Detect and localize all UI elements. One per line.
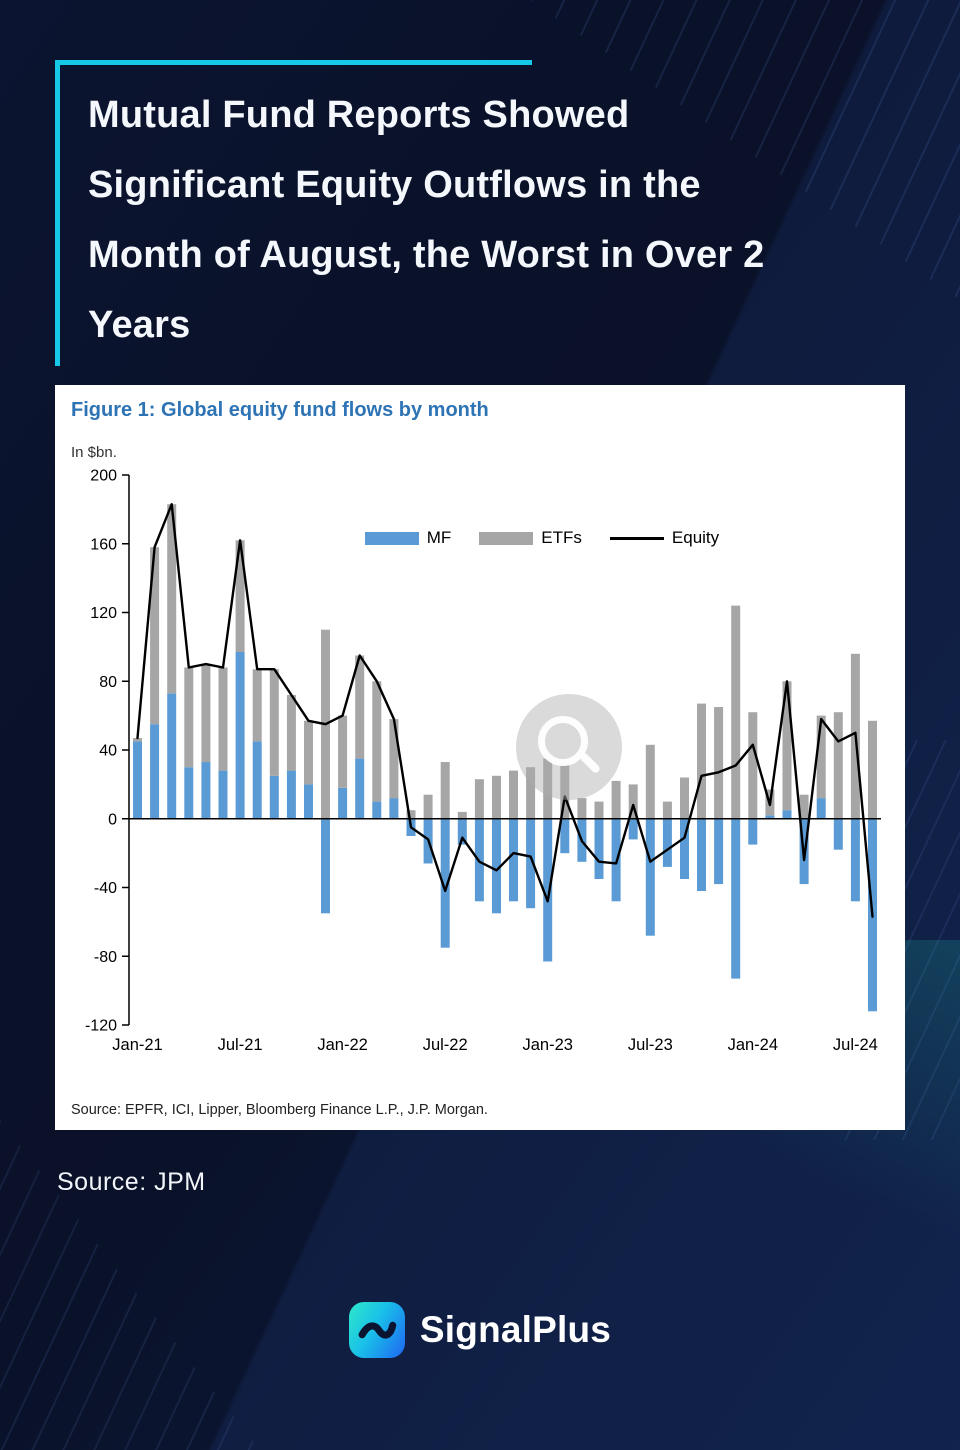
- svg-text:Jan-23: Jan-23: [522, 1036, 572, 1054]
- headline-line-2: Significant Equity Outflows in the: [88, 164, 701, 206]
- equity-legend-line-swatch: [609, 536, 664, 540]
- svg-text:Jan-22: Jan-22: [317, 1036, 367, 1054]
- source-note: Source: JPM: [57, 1168, 206, 1196]
- svg-text:Jul-23: Jul-23: [628, 1036, 673, 1054]
- svg-text:0: 0: [108, 811, 117, 828]
- unit-label: In $bn.: [71, 444, 117, 461]
- svg-text:-120: -120: [85, 1018, 117, 1035]
- svg-text:-40: -40: [94, 880, 117, 897]
- svg-text:120: 120: [90, 605, 117, 622]
- headline-block: Mutual Fund Reports Showed Significant E…: [55, 60, 887, 366]
- magnifier-glass-icon: [537, 716, 588, 767]
- signalplus-logo-icon: [348, 1302, 405, 1358]
- svg-text:80: 80: [99, 674, 117, 691]
- brand-footer: SignalPlus: [0, 1302, 960, 1358]
- svg-text:200: 200: [90, 469, 117, 485]
- svg-text:Jan-24: Jan-24: [728, 1036, 778, 1054]
- mf-legend-swatch: [364, 531, 419, 545]
- figure-card: Figure 1: Global equity fund flows by mo…: [55, 385, 905, 1130]
- legend-item-etfs: ETFs: [479, 528, 582, 548]
- svg-text:Jul-22: Jul-22: [423, 1036, 468, 1054]
- figure-title: Figure 1: Global equity fund flows by mo…: [71, 399, 489, 421]
- legend-item-equity: Equity: [609, 528, 720, 548]
- svg-text:Jul-21: Jul-21: [218, 1036, 263, 1054]
- headline-line-3: Month of August, the Worst in Over 2: [88, 234, 765, 276]
- magnifier-watermark-icon: [515, 694, 622, 801]
- equity-fund-flows-chart: -120 -80 -40 0 40 80 120 160 200 Jan-21 Jul-21 Jan-…: [85, 469, 881, 1054]
- chart-legend: MF ETFs Equity: [364, 528, 737, 548]
- etfs-legend-swatch: [479, 531, 534, 545]
- mf-legend-label: MF: [426, 528, 452, 548]
- svg-text:Jan-21: Jan-21: [112, 1036, 162, 1054]
- chart-area: -120 -80 -40 0 40 80 120 160 200 Jan-21 Jul-21 Jan-…: [71, 469, 887, 1061]
- svg-text:40: 40: [99, 743, 117, 760]
- etfs-legend-label: ETFs: [541, 528, 582, 548]
- svg-text:-80: -80: [94, 949, 117, 966]
- svg-text:160: 160: [90, 536, 117, 553]
- headline-line-1: Mutual Fund Reports Showed: [88, 94, 630, 136]
- svg-text:Jul-24: Jul-24: [833, 1036, 878, 1054]
- brand-name: SignalPlus: [419, 1309, 612, 1350]
- headline: Mutual Fund Reports Showed Significant E…: [88, 80, 887, 360]
- accent-line-top: [60, 60, 532, 65]
- figure-source: Source: EPFR, ICI, Lipper, Bloomberg Fin…: [71, 1102, 488, 1118]
- signalplus-wave-icon: [358, 1321, 397, 1339]
- headline-line-4: Years: [88, 304, 191, 346]
- legend-item-mf: MF: [364, 528, 452, 548]
- equity-legend-label: Equity: [671, 528, 720, 548]
